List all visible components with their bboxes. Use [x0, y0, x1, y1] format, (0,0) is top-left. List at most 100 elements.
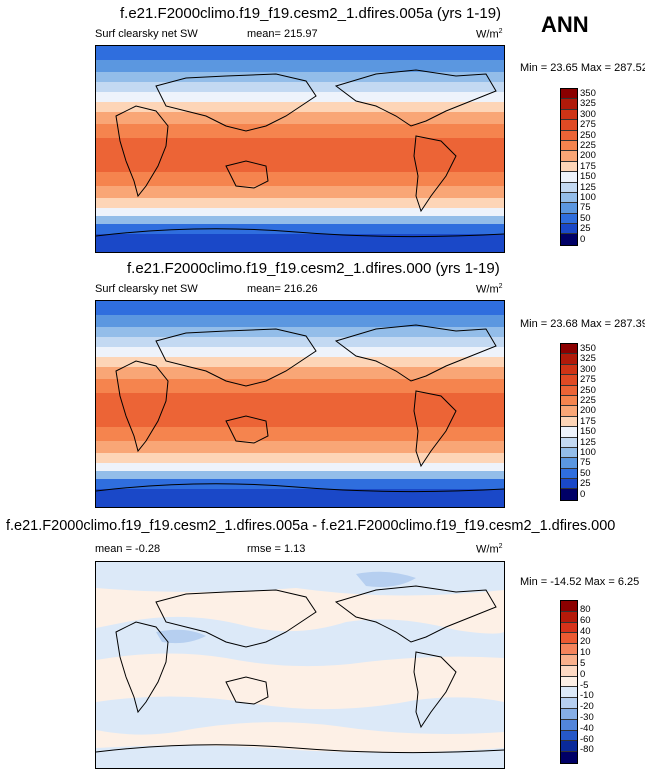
colorbar-tick: 275: [580, 119, 596, 131]
panel-2-units: W/m2: [476, 283, 503, 296]
colorbar-swatch: [561, 182, 577, 193]
band: [96, 82, 504, 92]
band: [96, 367, 504, 379]
band: [96, 441, 504, 453]
colorbar-swatch: [561, 437, 577, 448]
colorbar-tick: 75: [580, 457, 591, 469]
panel-3-colorbar-box: [560, 600, 578, 764]
panel-2-mean-label: mean= 216.26: [247, 283, 318, 295]
coastlines: [96, 324, 504, 493]
colorbar-swatch: [561, 416, 577, 428]
band: [96, 198, 504, 208]
colorbar-swatch: [561, 676, 577, 688]
colorbar-swatch: [561, 752, 577, 763]
colorbar-tick: 0: [580, 233, 586, 245]
band: [96, 186, 504, 198]
band: [96, 124, 504, 138]
season-label: ANN: [541, 12, 589, 37]
panel-1-units: W/m2: [476, 28, 503, 41]
colorbar-tick: 80: [580, 604, 591, 615]
colorbar-swatch: [561, 130, 577, 141]
panel-2-minmax: Min = 23.68 Max = 287.39: [520, 318, 645, 330]
colorbar-tick: 125: [580, 181, 596, 193]
band: [96, 489, 504, 507]
colorbar-swatch: [561, 89, 577, 100]
colorbar-tick: -80: [580, 744, 594, 756]
panel-3-title: f.e21.F2000climo.f19_f19.cesm2_1.dfires.…: [6, 518, 616, 534]
colorbar-swatch: [561, 719, 577, 731]
band: [96, 112, 504, 124]
colorbar-swatch: [561, 99, 577, 110]
colorbar-tick: 40: [580, 625, 591, 637]
band: [96, 301, 504, 315]
colorbar-tick: 300: [580, 363, 596, 375]
colorbar-tick: -30: [580, 712, 594, 723]
panel-1-variable-label: Surf clearsky net SW: [95, 28, 198, 40]
colorbar-swatch: [561, 192, 577, 204]
panel-1-colorbar: 350 325 300 275 250 225 200 175 150 125 …: [560, 88, 610, 248]
band: [96, 138, 504, 172]
colorbar-swatch: [561, 458, 577, 469]
colorbar-swatch: [561, 203, 577, 214]
colorbar-swatch: [561, 489, 577, 500]
colorbar-swatch: [561, 213, 577, 225]
colorbar-tick: 50: [580, 467, 591, 479]
panel-2-colorbar: 350 325 300 275 250 225 200 175 150 125 …: [560, 343, 610, 503]
colorbar-swatch: [561, 633, 577, 645]
colorbar-tick: 350: [580, 343, 596, 354]
colorbar-swatch: [561, 468, 577, 480]
colorbar-tick: 20: [580, 636, 591, 648]
colorbar-tick: 225: [580, 140, 596, 151]
panel-1-map-svg: [96, 46, 504, 252]
colorbar-swatch: [561, 665, 577, 677]
colorbar-swatch: [561, 644, 577, 655]
panel-3-colorbar: 80 60 40 20 10 5 0 -5 -10 -20 -30 -40 -6…: [560, 600, 610, 765]
panel-2-title: f.e21.F2000climo.f19_f19.cesm2_1.dfires.…: [127, 260, 500, 277]
colorbar-swatch: [561, 730, 577, 742]
colorbar-swatch: [561, 447, 577, 459]
band: [96, 337, 504, 347]
colorbar-tick: 300: [580, 108, 596, 120]
colorbar-tick: 25: [580, 223, 591, 235]
band: [96, 216, 504, 224]
band: [96, 479, 504, 489]
colorbar-tick: 25: [580, 478, 591, 490]
colorbar-swatch: [561, 654, 577, 666]
colorbar-swatch: [561, 622, 577, 634]
panel-3-minmax: Min = -14.52 Max = 6.25: [520, 576, 640, 588]
panel-3-map-svg: [96, 562, 504, 768]
band: [96, 453, 504, 463]
colorbar-swatch: [561, 427, 577, 438]
negative-patches-strong: [156, 571, 416, 644]
coastlines: [96, 585, 504, 754]
colorbar-swatch: [561, 406, 577, 417]
colorbar-tick: 275: [580, 374, 596, 386]
panel-1-mean-label: mean= 215.97: [247, 28, 318, 40]
colorbar-swatch: [561, 601, 577, 612]
band: [96, 72, 504, 82]
band: [96, 379, 504, 393]
colorbar-tick: 225: [580, 395, 596, 406]
band: [96, 427, 504, 441]
colorbar-tick: 325: [580, 98, 596, 110]
colorbar-swatch: [561, 140, 577, 152]
colorbar-tick: 200: [580, 150, 596, 162]
colorbar-swatch: [561, 172, 577, 183]
colorbar-tick: 250: [580, 384, 596, 396]
panel-2-map: [95, 300, 505, 508]
colorbar-tick: -10: [580, 690, 594, 702]
band: [96, 315, 504, 327]
colorbar-tick: 200: [580, 405, 596, 417]
colorbar-swatch: [561, 224, 577, 235]
colorbar-swatch: [561, 120, 577, 131]
colorbar-tick: 175: [580, 415, 596, 427]
panel-2-map-svg: [96, 301, 504, 507]
colorbar-swatch: [561, 109, 577, 121]
colorbar-swatch: [561, 395, 577, 407]
band: [96, 234, 504, 252]
colorbar-tick: 100: [580, 447, 596, 458]
colorbar-tick: 60: [580, 614, 591, 626]
panel-1-minmax: Min = 23.65 Max = 287.52: [520, 62, 645, 74]
colorbar-swatch: [561, 234, 577, 245]
coastlines: [96, 69, 504, 238]
